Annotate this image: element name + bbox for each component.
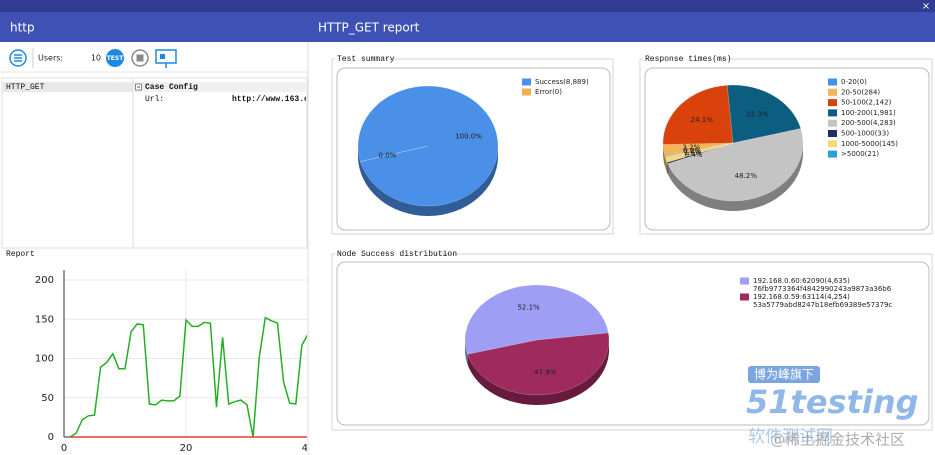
legend-label: 192.168.0.60:62090(4,635) bbox=[753, 277, 850, 285]
config-box bbox=[1, 77, 308, 249]
top-strip bbox=[0, 0, 935, 12]
pie-value-label: 48.2% bbox=[735, 172, 758, 180]
y-tick-label: 100 bbox=[35, 354, 54, 365]
label-backdrop bbox=[335, 54, 387, 63]
pie-slice bbox=[467, 332, 610, 396]
legend-swatch bbox=[828, 78, 837, 86]
legend-label: Success(8,889) bbox=[535, 78, 589, 86]
property-value[interactable]: http://www.163.c bbox=[232, 95, 309, 104]
report-icon-box bbox=[160, 54, 165, 59]
tree-item[interactable]: HTTP_GET bbox=[6, 83, 45, 92]
pie-value-label: 0.4% bbox=[685, 151, 703, 159]
group-box bbox=[331, 253, 933, 431]
legend-swatch bbox=[828, 119, 837, 127]
x-tick-label: 20 bbox=[180, 443, 193, 454]
group-box bbox=[331, 58, 614, 235]
watermark-site: 软件测试网 bbox=[748, 427, 833, 447]
legend-label: Error(0) bbox=[535, 88, 562, 96]
pie-slice bbox=[726, 84, 802, 144]
legend-label: 100-200(1,981) bbox=[841, 109, 896, 117]
legend-swatch bbox=[828, 88, 837, 96]
watermark-brand: 博为峰旗下 bbox=[754, 367, 814, 382]
legend-swatch bbox=[740, 293, 749, 301]
legend-label: 1000-5000(145) bbox=[841, 140, 898, 148]
legend-swatch bbox=[828, 130, 837, 137]
legend-label: 50-100(2,142) bbox=[841, 99, 892, 107]
legend-swatch bbox=[828, 150, 837, 158]
legend-label: 20-50(284) bbox=[841, 88, 880, 96]
legend-label: 200-500(4,283) bbox=[841, 119, 896, 127]
pie-slice bbox=[464, 284, 609, 355]
legend-label: 192.168.0.59:63114(4,254) bbox=[753, 293, 850, 301]
label-backdrop bbox=[335, 249, 435, 258]
y-tick-label: 0 bbox=[48, 432, 54, 443]
pie-slice bbox=[664, 142, 734, 163]
pie-slice bbox=[667, 128, 804, 202]
pie-slice bbox=[666, 142, 734, 165]
y-tick-label: 50 bbox=[41, 393, 54, 404]
users-label: Users: bbox=[38, 54, 63, 63]
group-box bbox=[639, 58, 933, 235]
pie-value-label: 3.2% bbox=[682, 143, 700, 151]
legend-swatch bbox=[522, 88, 531, 96]
legend-swatch bbox=[828, 109, 837, 117]
pie-slice bbox=[664, 142, 734, 158]
pie-value-label: 100.0% bbox=[455, 133, 482, 141]
pie-slice bbox=[662, 142, 734, 157]
legend-swatch bbox=[828, 99, 837, 107]
y-tick-label: 150 bbox=[35, 314, 54, 325]
watermark-credit: @稀土掘金技术社区 bbox=[770, 431, 905, 449]
watermark-logo: 51testing bbox=[746, 383, 919, 421]
toolbar: Users: 10 TEST bbox=[9, 48, 177, 68]
pie-value-label: 24.1% bbox=[691, 116, 714, 124]
x-tick-label: 0 bbox=[61, 443, 67, 454]
chart-title: Report bbox=[6, 250, 35, 259]
legend-swatch bbox=[740, 277, 749, 285]
legend-swatch bbox=[522, 78, 531, 86]
close-button[interactable]: × bbox=[922, 1, 930, 12]
pie-value-label: 0.2% bbox=[683, 147, 701, 155]
property-group: Case Config bbox=[145, 83, 198, 92]
stop-icon bbox=[136, 54, 144, 62]
line-chart: 0 50 100 150 200 0 20 40 bbox=[35, 270, 315, 454]
data-line bbox=[69, 316, 307, 438]
legend-detail: 76fb9773364f4842990243a9873a36b6 bbox=[753, 285, 892, 293]
pie-value-label: 47.9% bbox=[534, 368, 557, 376]
pie-value-label: 52.1% bbox=[517, 304, 540, 312]
pie-value-label: 0.0% bbox=[683, 147, 701, 155]
stop-button[interactable] bbox=[131, 49, 149, 67]
pie-value-label: 1.6% bbox=[684, 149, 702, 157]
property-group-row bbox=[134, 82, 307, 92]
report-title: HTTP_GET report bbox=[318, 21, 420, 35]
label-backdrop bbox=[643, 54, 717, 63]
legend-detail: 53a5779abd8247b18efb69389e57379c bbox=[753, 301, 892, 309]
test-button[interactable] bbox=[106, 49, 124, 67]
chart-title: Node Success distribution bbox=[337, 250, 457, 259]
tree-selection bbox=[3, 82, 133, 92]
test-button-label: TEST bbox=[107, 55, 125, 62]
y-tick-label: 200 bbox=[35, 275, 54, 286]
window-title: http bbox=[10, 21, 35, 35]
legend-label: 500-1000(33) bbox=[841, 130, 889, 138]
pie-value-label: 0.0% bbox=[379, 151, 397, 159]
legend-swatch bbox=[828, 140, 837, 148]
pie-value-label: 22.3% bbox=[746, 111, 769, 119]
legend-label: 0-20(0) bbox=[841, 78, 867, 86]
watermark-badge bbox=[748, 366, 820, 383]
users-value[interactable]: 10 bbox=[91, 54, 101, 63]
chart-title: Response times(ms) bbox=[645, 55, 731, 64]
title-bar bbox=[0, 12, 935, 42]
pie-charts: 100.0%0.0%Success(8,889)Error(0)0.0%3.2%… bbox=[357, 78, 898, 406]
chart-title: Test summary bbox=[337, 55, 395, 64]
x-tick-label: 40 bbox=[302, 443, 315, 454]
property-key: Url: bbox=[145, 95, 164, 104]
legend-label: >5000(21) bbox=[841, 150, 879, 158]
pie-slice bbox=[662, 84, 734, 145]
menu-icon[interactable] bbox=[9, 49, 27, 67]
